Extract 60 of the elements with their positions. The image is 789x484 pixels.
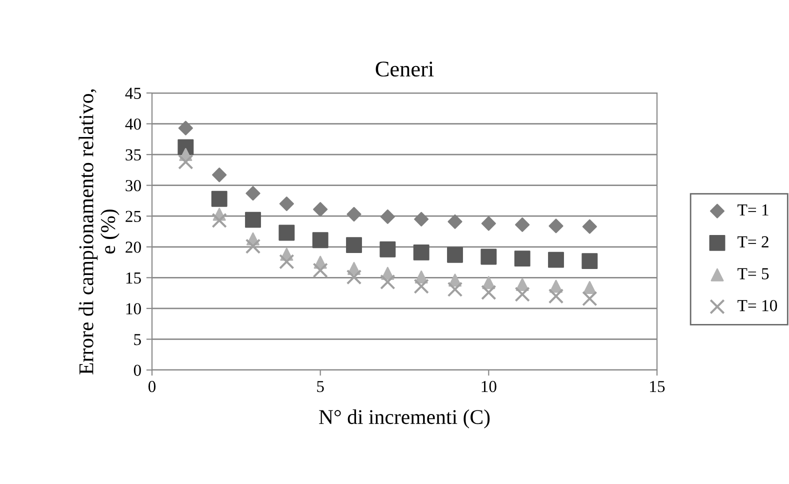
y-tick-label: 5 bbox=[134, 334, 141, 346]
point bbox=[448, 214, 462, 229]
point bbox=[346, 206, 362, 222]
point bbox=[212, 168, 227, 182]
chart-title: Ceneri bbox=[376, 62, 434, 77]
point bbox=[346, 237, 362, 254]
y-tick-label: 0 bbox=[134, 364, 141, 376]
x-tick-label: 15 bbox=[650, 380, 665, 392]
point bbox=[481, 216, 496, 231]
y-tick-label: 20 bbox=[126, 242, 141, 253]
point bbox=[414, 278, 429, 294]
point bbox=[278, 224, 295, 241]
legend-label: T= 5 bbox=[738, 268, 769, 280]
point bbox=[246, 186, 260, 201]
point bbox=[279, 254, 294, 270]
point bbox=[514, 250, 530, 267]
y-axis-title: Errore di campionamento relativo, e (%) bbox=[78, 89, 120, 374]
x-tick-label: 5 bbox=[317, 381, 324, 392]
point bbox=[312, 232, 328, 248]
point bbox=[178, 120, 193, 136]
y-tick-label: 30 bbox=[126, 180, 141, 192]
point bbox=[413, 244, 430, 260]
point bbox=[245, 212, 261, 228]
point bbox=[312, 262, 328, 278]
point bbox=[548, 218, 564, 234]
x-tick-label: 10 bbox=[482, 380, 496, 392]
point bbox=[582, 219, 597, 234]
y-tick-label: 15 bbox=[126, 272, 141, 284]
legend-label: T= 10 bbox=[738, 300, 778, 312]
point bbox=[211, 190, 228, 207]
x-axis-title: N° di incrementi (C) bbox=[319, 409, 490, 428]
point bbox=[583, 281, 596, 294]
point bbox=[380, 241, 396, 258]
point bbox=[178, 154, 194, 170]
y-tick-label: 25 bbox=[126, 210, 141, 222]
point bbox=[548, 288, 564, 304]
point bbox=[480, 248, 497, 265]
legend-label: T= 1 bbox=[738, 204, 768, 216]
point bbox=[515, 217, 530, 232]
point bbox=[279, 196, 294, 212]
x-tick-label: 0 bbox=[148, 380, 156, 392]
point bbox=[514, 286, 530, 302]
point bbox=[380, 209, 395, 224]
legend-label: T= 2 bbox=[738, 236, 768, 248]
point bbox=[582, 253, 598, 270]
y-tick-label: 40 bbox=[125, 118, 141, 130]
point bbox=[582, 290, 598, 306]
point bbox=[414, 212, 429, 226]
point bbox=[313, 202, 328, 217]
point bbox=[212, 212, 227, 228]
y-tick-label: 10 bbox=[126, 303, 141, 314]
point bbox=[548, 252, 564, 268]
point bbox=[447, 282, 463, 297]
point bbox=[380, 274, 396, 290]
point bbox=[346, 269, 362, 285]
y-tick-label: 35 bbox=[126, 149, 141, 160]
y-tick-label: 45 bbox=[125, 88, 141, 99]
point bbox=[245, 238, 261, 254]
point bbox=[481, 284, 496, 300]
point bbox=[447, 246, 463, 263]
